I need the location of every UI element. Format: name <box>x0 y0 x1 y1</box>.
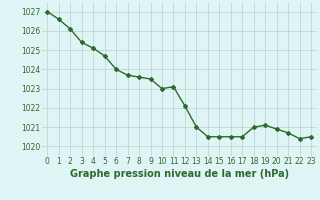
X-axis label: Graphe pression niveau de la mer (hPa): Graphe pression niveau de la mer (hPa) <box>70 169 289 179</box>
